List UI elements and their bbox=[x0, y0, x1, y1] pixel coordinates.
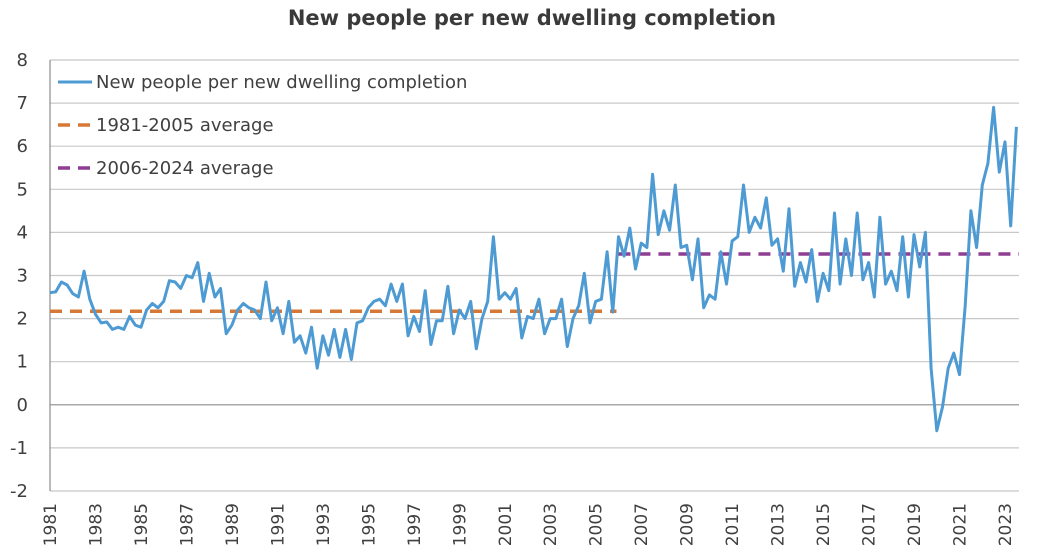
x-tick-label: 2011 bbox=[723, 503, 743, 546]
x-tick-label: 2005 bbox=[587, 503, 607, 546]
x-tick-label: 1985 bbox=[132, 503, 152, 546]
x-tick-label: 2019 bbox=[905, 503, 925, 546]
y-tick-label: 6 bbox=[17, 136, 28, 157]
x-tick-label: 1991 bbox=[268, 503, 288, 546]
x-tick-label: 1983 bbox=[86, 503, 106, 546]
legend-label-2006-2024-average: 2006-2024 average bbox=[96, 158, 274, 179]
x-tick-label: 2013 bbox=[769, 503, 789, 546]
y-tick-label: 5 bbox=[17, 179, 28, 200]
x-tick-label: 2017 bbox=[860, 503, 880, 546]
legend-item-series: New people per new dwelling completion bbox=[58, 72, 467, 93]
legend-item-2006-2024-average: 2006-2024 average bbox=[58, 158, 274, 179]
y-tick-label: 2 bbox=[17, 309, 28, 330]
x-tick-label: 2021 bbox=[951, 503, 971, 546]
x-tick-label: 2003 bbox=[541, 503, 561, 546]
y-tick-label: 7 bbox=[17, 93, 28, 114]
x-tick-label: 2023 bbox=[996, 503, 1016, 546]
x-tick-label: 1981 bbox=[41, 503, 61, 546]
x-tick-label: 1999 bbox=[450, 503, 470, 546]
y-tick-label: 3 bbox=[17, 266, 28, 287]
legend: New people per new dwelling completion 1… bbox=[58, 72, 467, 179]
y-tick-label: 4 bbox=[17, 222, 28, 243]
chart-title: New people per new dwelling completion bbox=[287, 6, 777, 30]
y-tick-label: -2 bbox=[10, 481, 28, 502]
x-tick-label: 2007 bbox=[632, 503, 652, 546]
x-tick-label: 1995 bbox=[359, 503, 379, 546]
x-tick-label: 2001 bbox=[496, 503, 516, 546]
gridlines bbox=[50, 59, 1019, 492]
legend-label-1981-2005-average: 1981-2005 average bbox=[96, 115, 274, 136]
x-tick-label: 1997 bbox=[405, 503, 425, 546]
y-tick-label: 1 bbox=[17, 352, 28, 373]
x-tick-label: 2015 bbox=[814, 503, 834, 546]
y-tick-label: 8 bbox=[17, 50, 28, 71]
x-tick-label: 1993 bbox=[314, 503, 334, 546]
average-lines bbox=[50, 252, 1019, 314]
y-tick-label: -1 bbox=[10, 438, 28, 459]
y-axis-ticks: 8 7 6 5 4 3 2 1 0 -1 -2 bbox=[10, 50, 28, 502]
x-tick-label: 1989 bbox=[223, 503, 243, 546]
series-line-new-people-per-dwelling bbox=[49, 105, 1018, 433]
y-tick-label: 0 bbox=[17, 395, 28, 416]
x-tick-label: 2009 bbox=[678, 503, 698, 546]
x-tick-label: 1987 bbox=[177, 503, 197, 546]
legend-label-series: New people per new dwelling completion bbox=[96, 72, 467, 93]
x-axis-ticks: 1981 1983 1985 1987 1989 1991 1993 1995 1997 1999… bbox=[41, 503, 1016, 546]
legend-item-1981-2005-average: 1981-2005 average bbox=[58, 115, 274, 136]
